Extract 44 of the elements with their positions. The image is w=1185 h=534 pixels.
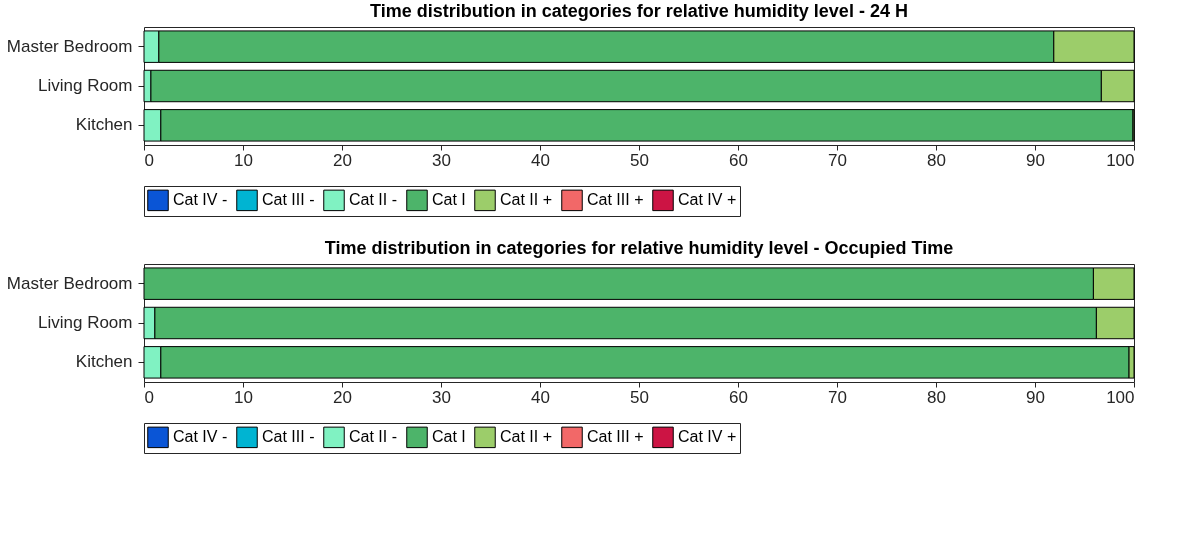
x-tick-label: 60	[729, 150, 748, 170]
x-tick-label: 30	[432, 150, 451, 170]
legend-label: Cat I	[432, 428, 466, 446]
legend-label: Cat III +	[587, 428, 644, 446]
legend-label: Cat III -	[262, 428, 315, 446]
x-tick-label: 70	[828, 150, 847, 170]
x-tick-label: 10	[234, 150, 253, 170]
x-tick-label: 50	[630, 150, 649, 170]
legend-label: Cat IV +	[678, 191, 737, 209]
x-tick-label: 40	[531, 150, 550, 170]
legend-label: Cat I	[432, 191, 466, 209]
x-tick-label: 0	[144, 150, 154, 170]
legend-label: Cat II -	[349, 428, 398, 446]
chart-title: Time distribution in categories for relative humidity level - Occupied Time	[324, 238, 954, 258]
x-tick-label: 60	[729, 387, 748, 407]
y-tick-label: Kitchen	[75, 115, 133, 135]
legend-label: Cat IV +	[678, 428, 737, 446]
legend-label: Cat II +	[500, 191, 553, 209]
y-tick-label: Master Bedroom	[6, 36, 133, 56]
legend-label: Cat II +	[500, 428, 553, 446]
y-tick-label: Living Room	[38, 313, 133, 332]
x-tick-label: 70	[828, 387, 847, 407]
x-tick-label: 10	[234, 387, 253, 407]
y-tick-label: Master Bedroom	[6, 273, 133, 293]
x-tick-label: 80	[927, 150, 946, 170]
x-tick-label: 40	[531, 387, 550, 407]
legend-label: Cat IV -	[173, 191, 228, 209]
x-tick-label: 100	[1106, 387, 1135, 407]
chart-title: Time distribution in categories for relative humidity level - 24 H	[370, 1, 908, 21]
legend-label: Cat II -	[349, 191, 398, 209]
x-tick-label: 80	[927, 387, 946, 407]
x-tick-label: 0	[144, 387, 154, 407]
x-tick-label: 90	[1026, 150, 1045, 170]
y-tick-label: Kitchen	[75, 352, 133, 372]
legend-label: Cat IV -	[173, 428, 228, 446]
x-tick-label: 20	[333, 387, 352, 407]
x-tick-label: 50	[630, 387, 649, 407]
x-tick-label: 100	[1106, 150, 1135, 170]
x-tick-label: 20	[333, 150, 352, 170]
legend-label: Cat III +	[587, 191, 644, 209]
x-tick-label: 30	[432, 387, 451, 407]
x-tick-label: 90	[1026, 387, 1045, 407]
y-tick-label: Living Room	[38, 76, 133, 95]
legend-label: Cat III -	[262, 191, 315, 209]
